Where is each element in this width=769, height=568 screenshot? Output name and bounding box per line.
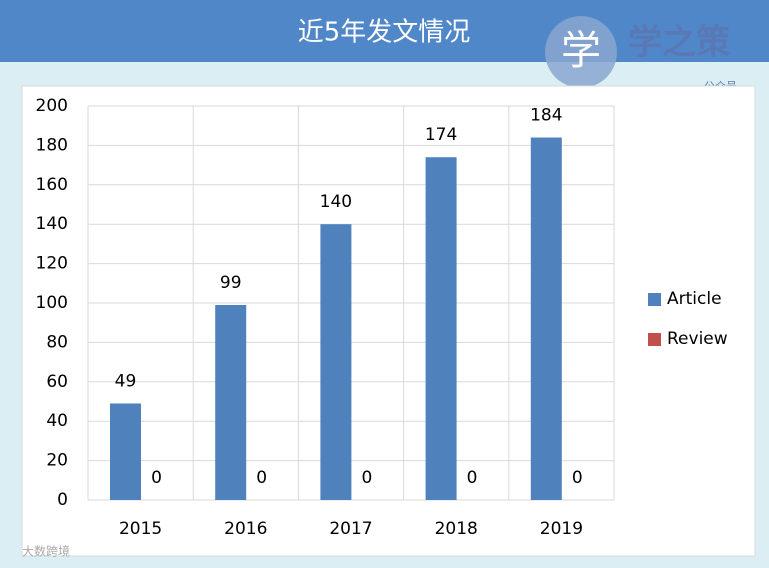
bar bbox=[320, 224, 352, 500]
y-tick-label: 200 bbox=[36, 96, 68, 116]
bar bbox=[215, 304, 247, 500]
y-tick-label: 180 bbox=[36, 135, 68, 155]
watermark: 大数跨境 bbox=[22, 544, 70, 559]
y-tick-label: 40 bbox=[46, 411, 68, 431]
chart-title: 近5年发文情况 bbox=[298, 18, 471, 48]
x-tick-label: 2019 bbox=[540, 519, 583, 539]
y-tick-label: 20 bbox=[46, 451, 68, 471]
brand-icon-circle bbox=[545, 16, 617, 88]
legend-swatch bbox=[648, 293, 661, 306]
bar bbox=[530, 137, 562, 500]
x-tick-label: 2018 bbox=[435, 519, 478, 539]
data-label: 0 bbox=[151, 468, 162, 488]
data-label: 49 bbox=[115, 371, 137, 391]
brand-icon: 学 bbox=[561, 28, 601, 74]
header-band bbox=[0, 0, 769, 62]
data-label: 140 bbox=[320, 192, 352, 212]
data-label: 0 bbox=[572, 468, 583, 488]
x-tick-label: 2015 bbox=[119, 519, 162, 539]
x-tick-label: 2016 bbox=[224, 519, 267, 539]
data-label: 0 bbox=[361, 468, 372, 488]
brand-name: 学之策 bbox=[628, 23, 730, 63]
data-label: 99 bbox=[220, 273, 242, 293]
bar bbox=[110, 403, 141, 500]
data-label: 184 bbox=[530, 106, 562, 126]
y-tick-label: 60 bbox=[46, 372, 68, 392]
y-tick-label: 0 bbox=[57, 490, 68, 510]
y-tick-label: 140 bbox=[36, 214, 68, 234]
bar bbox=[425, 157, 457, 500]
y-tick-label: 120 bbox=[36, 254, 68, 274]
legend-swatch bbox=[648, 333, 661, 346]
y-tick-label: 100 bbox=[36, 293, 68, 313]
data-label: 174 bbox=[425, 125, 457, 145]
data-label: 0 bbox=[256, 468, 267, 488]
data-label: 0 bbox=[467, 468, 478, 488]
legend-label: Article bbox=[667, 289, 722, 309]
x-tick-label: 2017 bbox=[329, 519, 372, 539]
legend-label: Review bbox=[667, 329, 728, 349]
y-tick-label: 80 bbox=[46, 332, 68, 352]
y-tick-label: 160 bbox=[36, 175, 68, 195]
chart-area bbox=[21, 85, 756, 557]
